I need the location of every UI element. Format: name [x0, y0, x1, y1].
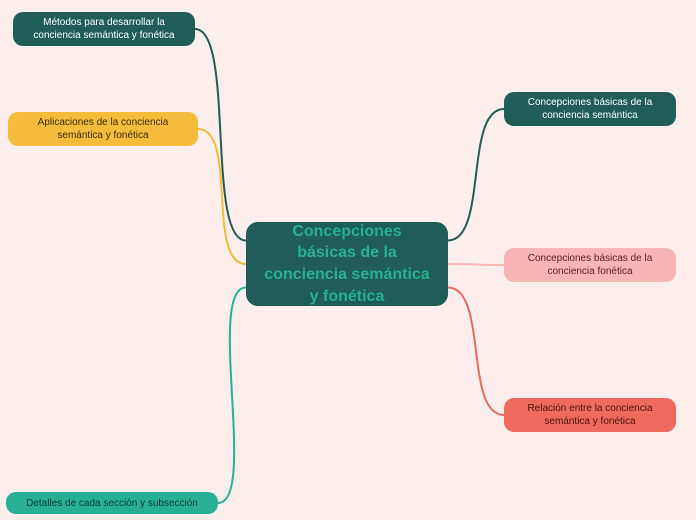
center-node[interactable]: Concepciones básicas de la conciencia se… — [246, 222, 448, 306]
node-label: Aplicaciones de la conciencia semántica … — [18, 116, 188, 142]
node-relation[interactable]: Relación entre la conciencia semántica y… — [504, 398, 676, 432]
node-applications[interactable]: Aplicaciones de la conciencia semántica … — [8, 112, 198, 146]
node-label: Detalles de cada sección y subsección — [26, 497, 198, 510]
connector — [448, 264, 504, 265]
center-node-label: Concepciones básicas de la conciencia se… — [264, 221, 430, 307]
node-phonetic-basics[interactable]: Concepciones básicas de la conciencia fo… — [504, 248, 676, 282]
node-label: Relación entre la conciencia semántica y… — [514, 402, 666, 428]
connector — [448, 288, 504, 415]
node-label: Concepciones básicas de la conciencia fo… — [514, 252, 666, 278]
connector — [448, 109, 504, 240]
connector — [195, 29, 246, 240]
node-details[interactable]: Detalles de cada sección y subsección — [6, 492, 218, 514]
node-label: Métodos para desarrollar la conciencia s… — [23, 16, 185, 42]
connector — [218, 288, 246, 503]
node-methods[interactable]: Métodos para desarrollar la conciencia s… — [13, 12, 195, 46]
node-label: Concepciones básicas de la conciencia se… — [514, 96, 666, 122]
connector — [198, 129, 246, 264]
node-semantic-basics[interactable]: Concepciones básicas de la conciencia se… — [504, 92, 676, 126]
